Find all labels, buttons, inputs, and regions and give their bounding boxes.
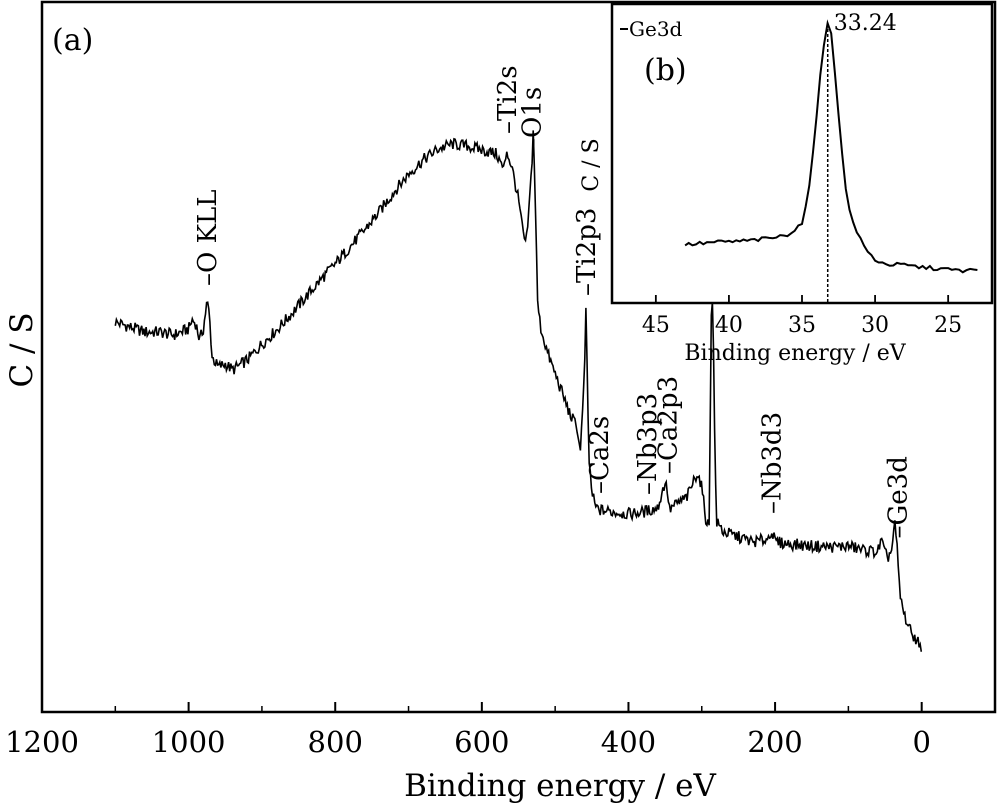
legend-entry-ge3d: Ge3d: [629, 17, 683, 41]
panel-a-label: (a): [52, 23, 93, 58]
peak-label-o-kll: –O KLL: [193, 189, 223, 286]
inset-x-tick-label: 30: [861, 313, 889, 338]
inset-plot-frame: [610, 2, 994, 305]
inset-plot-panel: 45 40 35 30 25 33.24 Ge3d (b) Binding energy…: [579, 2, 994, 366]
inset-x-tick-label: 45: [642, 313, 670, 338]
main-x-tick-label: 400: [601, 725, 656, 759]
peak-label-o1s: –O1s: [518, 87, 548, 151]
main-x-tick-label: 1200: [5, 725, 79, 759]
main-x-tick-label: 1000: [152, 725, 226, 759]
peak-label-ti2p3: –Ti2p3: [572, 208, 602, 296]
inset-x-axis: 45 40 35 30 25: [642, 295, 962, 338]
peak-label-nb3d3: –Nb3d3: [757, 412, 787, 514]
panel-b-label: (b): [644, 53, 687, 88]
main-x-tick-label: 0: [912, 725, 930, 759]
main-x-tick-label: 600: [454, 725, 509, 759]
peak-value-label: 33.24: [834, 11, 897, 36]
main-x-tick-label: 800: [308, 725, 363, 759]
inset-y-axis-title: C / S: [579, 138, 604, 191]
peak-label-ca2p3: –Ca2p3: [653, 376, 683, 474]
main-y-axis-title: C / S: [4, 312, 40, 387]
ge3d-spectrum-line: [684, 19, 978, 274]
peak-label-ge3d: –Ge3d: [884, 456, 914, 538]
main-plot-frame: [40, 0, 997, 714]
inset-x-tick-label: 25: [934, 313, 962, 338]
survey-spectrum-line: [114, 130, 923, 652]
peak-label-ti2s: –Ti2s: [493, 65, 523, 134]
inset-x-axis-title: Binding energy / eV: [684, 341, 906, 366]
main-x-axis: 1200 1000 800 600 400 200 0: [5, 702, 996, 759]
peak-annotations: –O KLL–Ti2s–O1s–Ti2p3–Ca2s–Nb3p3–Ca2p3–C…: [193, 65, 914, 538]
peak-label-ca2s: –Ca2s: [585, 416, 615, 494]
main-x-axis-title: Binding energy / eV: [404, 768, 716, 804]
inset-x-tick-label: 40: [715, 313, 743, 338]
main-x-tick-label: 200: [747, 725, 802, 759]
main-plot-panel: 1200 1000 800 600 400 200 0 –O KLL –Ti2s–O1s –Ti…: [4, 0, 997, 804]
inset-x-tick-label: 35: [788, 313, 816, 338]
peak-label-nb3p3: –Nb3p3: [633, 393, 663, 495]
